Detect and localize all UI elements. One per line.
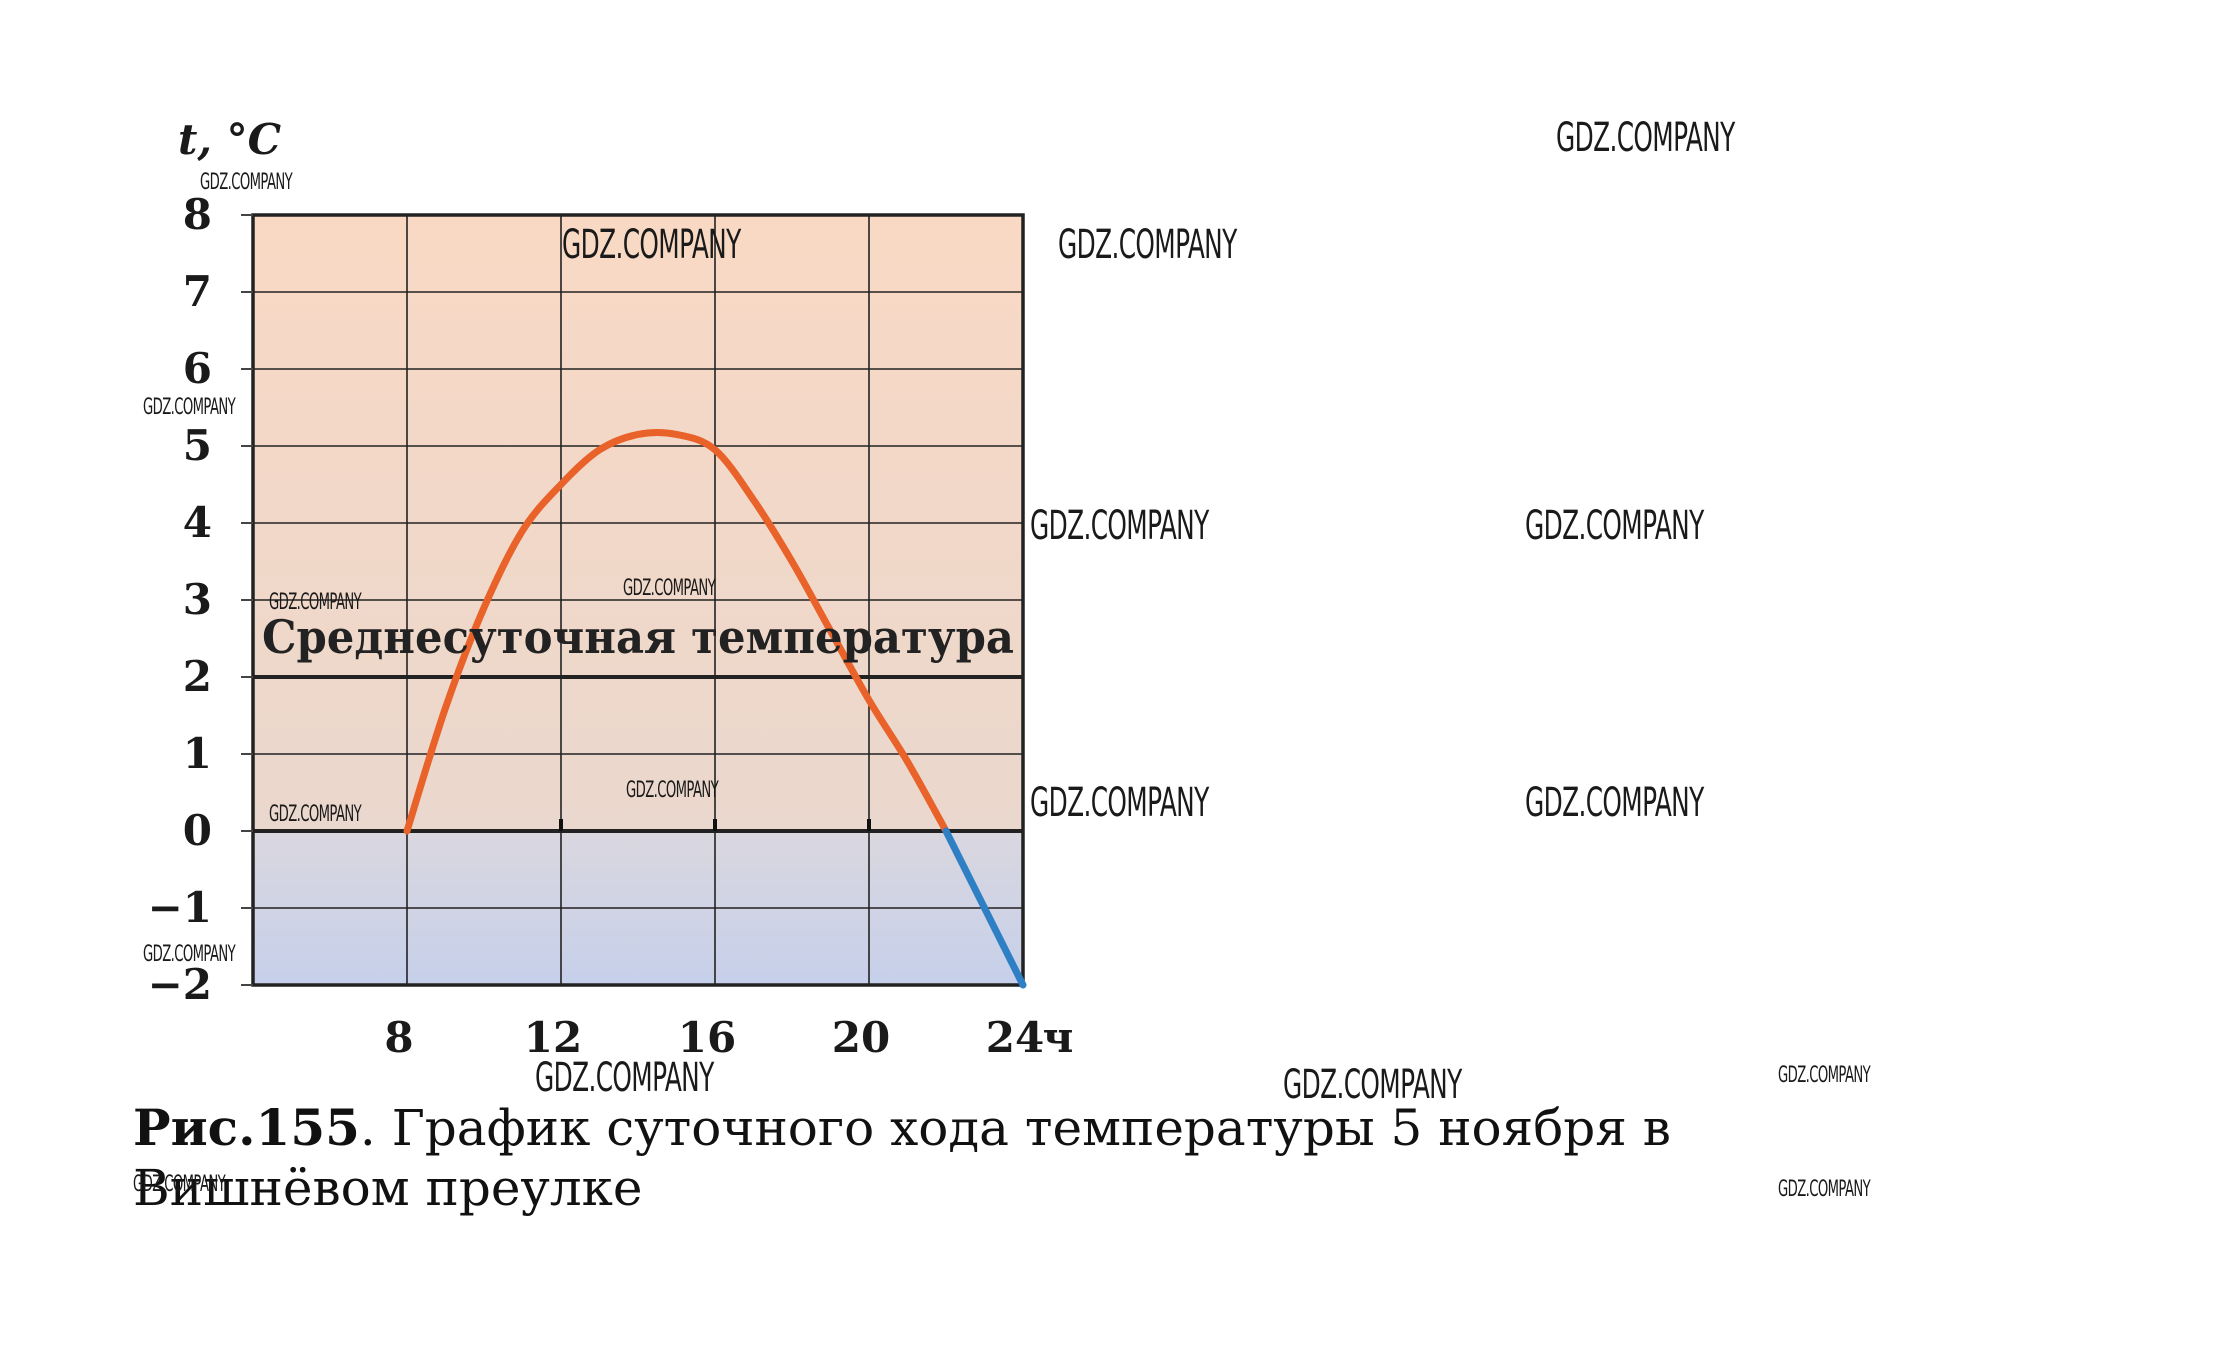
- watermark-text: GDZ.COMPANY: [1030, 780, 1209, 826]
- y-tick-label: 3: [183, 575, 212, 624]
- watermark-text: GDZ.COMPANY: [1058, 222, 1237, 268]
- y-tick-label: 5: [183, 421, 212, 470]
- x-tick-label: 20: [832, 1013, 890, 1062]
- caption-label: Рис.155: [133, 1098, 360, 1157]
- x-tick-label: 16: [678, 1013, 736, 1062]
- watermark-text: GDZ.COMPANY: [1030, 503, 1209, 549]
- watermark-text: GDZ.COMPANY: [200, 170, 293, 195]
- y-tick-label: 1: [183, 729, 212, 778]
- watermark-text: GDZ.COMPANY: [562, 222, 741, 268]
- y-tick-label: 8: [183, 190, 212, 239]
- watermark-text: GDZ.COMPANY: [626, 778, 719, 803]
- series-line-0: [403, 429, 950, 835]
- caption-text: . График суточного хода температуры 5 но…: [133, 1099, 1671, 1217]
- y-tick-label: −1: [148, 883, 212, 932]
- y-tick-label: 0: [183, 806, 212, 855]
- y-tick-label: 6: [183, 344, 212, 393]
- watermark-text: GDZ.COMPANY: [1778, 1063, 1871, 1088]
- y-axis-label: t, °C: [178, 115, 282, 164]
- x-unit-label: ч: [1043, 1013, 1074, 1062]
- reference-line-label: Среднесуточная температура: [262, 610, 1014, 664]
- watermark-text: GDZ.COMPANY: [535, 1055, 714, 1101]
- x-tick-label: 12: [524, 1013, 582, 1062]
- x-tick-label: 24: [986, 1013, 1044, 1062]
- y-tick-label: −2: [148, 960, 212, 1009]
- series-line-1: [942, 827, 1027, 989]
- x-tick-label: 8: [384, 1013, 413, 1062]
- watermark-text: GDZ.COMPANY: [1525, 503, 1704, 549]
- watermark-text: GDZ.COMPANY: [269, 802, 362, 827]
- watermark-text: GDZ.COMPANY: [1778, 1177, 1871, 1202]
- watermark-text: GDZ.COMPANY: [1556, 115, 1735, 161]
- watermark-text: GDZ.COMPANY: [269, 590, 362, 615]
- watermark-text: GDZ.COMPANY: [1283, 1062, 1462, 1108]
- watermark-text: GDZ.COMPANY: [623, 576, 716, 601]
- y-tick-label: 2: [183, 652, 212, 701]
- watermark-text: GDZ.COMPANY: [1525, 780, 1704, 826]
- watermark-text: GDZ.COMPANY: [143, 942, 236, 967]
- y-tick-label: 4: [183, 498, 212, 547]
- y-tick-label: 7: [183, 267, 212, 316]
- watermark-text: GDZ.COMPANY: [133, 1172, 226, 1197]
- watermark-text: GDZ.COMPANY: [143, 395, 236, 420]
- figure-caption: Рис.155. График суточного хода температу…: [133, 1098, 1933, 1218]
